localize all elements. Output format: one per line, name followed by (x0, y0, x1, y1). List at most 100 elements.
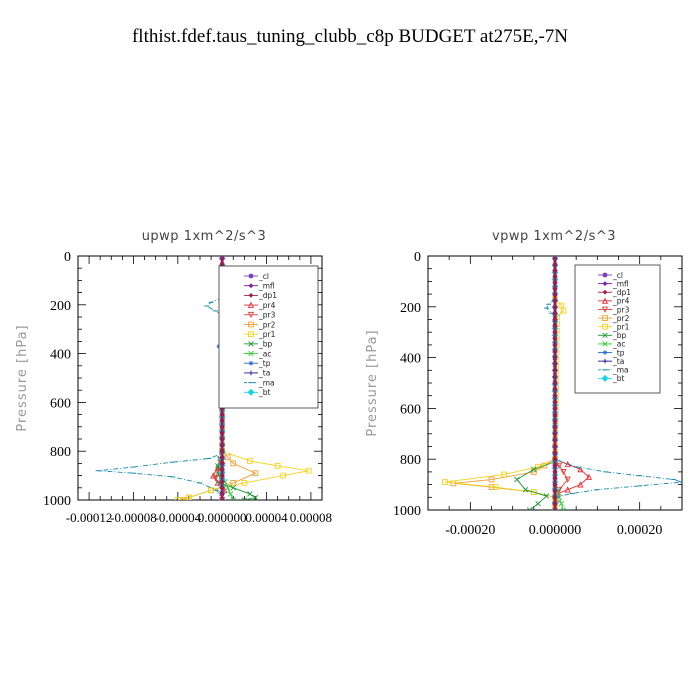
series-marker-bp (522, 486, 529, 493)
series-marker-dp1 (219, 406, 225, 411)
series-marker-dp1 (552, 393, 558, 399)
series-marker-pr2 (230, 460, 237, 467)
series-marker-pr2 (180, 497, 187, 500)
series-marker-pr3 (212, 475, 219, 482)
figure-title: flthist.fdef.taus_tuning_clubb_c8p BUDGE… (132, 26, 568, 47)
legend-label-ta: _ta (258, 369, 270, 378)
series-marker-dp1 (552, 386, 558, 392)
series-marker-dp1 (552, 348, 558, 354)
series-marker-dp1 (552, 298, 558, 304)
legend-marker-pr3 (247, 311, 255, 319)
series-marker-pr1 (501, 471, 508, 478)
panel-title-vpwp: vpwp 1xm^2/s^3 (492, 229, 616, 244)
legend-marker-pr4 (247, 301, 255, 308)
series-marker-pr1 (241, 480, 248, 486)
legend-label-bt: _bt (258, 388, 271, 397)
series-marker-dp1 (552, 262, 558, 267)
series-group (442, 256, 682, 510)
legend-marker-pr4 (601, 297, 609, 304)
legend-marker-tp (248, 360, 254, 366)
series-marker-pr3 (560, 469, 567, 476)
series-marker-dp1 (552, 361, 558, 367)
y-tick-label: 600 (50, 396, 71, 411)
series-marker-bp (230, 485, 236, 491)
series-marker-dp1 (552, 412, 558, 418)
legend-marker-pr1 (248, 331, 254, 338)
series-marker-dp1 (552, 399, 558, 405)
series-marker-pr1 (442, 479, 448, 485)
series-marker-pr2 (541, 462, 548, 469)
y-tick-label: 1000 (43, 494, 71, 509)
series-marker-dp1 (552, 310, 558, 316)
series-marker-dp1 (219, 473, 225, 478)
series-marker-bp (514, 476, 520, 483)
series-marker-dp1 (219, 424, 225, 430)
plot-area-vpwp: 0 200 400 600 800 1000 -0.00020 0.000000 0.00020… (393, 250, 683, 538)
series-marker-dp1 (552, 286, 558, 292)
series-marker-bp (247, 491, 253, 497)
series-marker-dp1 (219, 256, 225, 261)
series-marker-pr3 (556, 462, 563, 469)
plot-area-upwp: 0 200 400 600 800 1000-0.00012-0.00008-0.0000… (43, 250, 332, 525)
series-marker-bp (535, 500, 541, 507)
legend-label-bp: _bp (612, 331, 627, 340)
legend-box (218, 265, 319, 409)
series-marker-dp1 (219, 461, 225, 466)
legend-marker-cl (248, 273, 254, 279)
series-marker-pr2 (252, 470, 259, 477)
series-marker-dp1 (552, 406, 558, 411)
series-marker-pr4 (564, 486, 571, 493)
series-marker-pr4 (577, 465, 584, 473)
legend-label-pr4: _pr4 (612, 297, 630, 306)
y-tick-label: 0 (414, 250, 421, 265)
series-marker-dp1 (219, 448, 225, 454)
series-marker-dp1 (552, 323, 558, 329)
legend-label-tp: _tp (612, 348, 625, 357)
y-axis-label-upwp: Pressure [hPa] (15, 324, 30, 431)
legend-marker-mfl (248, 283, 254, 289)
legend-label-ma: _ma (258, 378, 275, 387)
legend-box (574, 264, 661, 394)
series-marker-bp (215, 463, 221, 469)
series-marker-dp1 (219, 430, 225, 436)
series-marker-dp1 (552, 469, 558, 475)
series-marker-pr4 (585, 473, 592, 480)
series-marker-dp1 (552, 304, 558, 310)
series-marker-dp1 (552, 292, 558, 298)
series-marker-dp1 (219, 467, 225, 472)
series-marker-dp1 (552, 488, 558, 494)
legend-marker-dp1 (602, 289, 608, 295)
x-tick-label: -0.00012 (66, 510, 113, 525)
series-marker-dp1 (219, 491, 225, 497)
y-tick-label: 0 (64, 250, 71, 265)
legend-label-tp: _tp (258, 359, 271, 368)
y-axis-label-vpwp: Pressure [hPa] (365, 329, 380, 436)
series-marker-dp1 (219, 436, 225, 442)
legend-label-pr3: _pr3 (258, 311, 276, 320)
series-line-ma (545, 298, 682, 510)
series-marker-dp1 (552, 280, 558, 286)
series-marker-dp1 (219, 479, 225, 485)
legend-marker-dp1 (248, 292, 254, 298)
series-marker-bp (252, 494, 259, 500)
series-marker-pr2 (488, 476, 495, 483)
series-marker-pr1 (305, 467, 312, 474)
series-marker-pr2 (224, 454, 231, 461)
legend-label-pr1: _pr1 (258, 330, 276, 339)
series-marker-dp1 (552, 444, 558, 449)
series-marker-pr1 (530, 489, 537, 496)
legend-label-ac: _ac (612, 340, 625, 349)
x-tick-label: 0.000000 (529, 523, 582, 538)
legend-label-pr3: _pr3 (612, 305, 630, 314)
series-marker-pr3 (564, 476, 571, 483)
series-marker-pr1 (208, 487, 214, 494)
legend-marker-pr1 (602, 323, 608, 330)
series-marker-pr1 (247, 458, 253, 464)
series-marker-bp (543, 493, 550, 499)
series-marker-dp1 (552, 437, 558, 443)
x-tick-label: 0.000000 (198, 510, 247, 525)
legend-label-pr2: _pr2 (612, 314, 630, 323)
y-tick-label: 600 (400, 402, 421, 417)
series-marker-dp1 (552, 463, 558, 468)
